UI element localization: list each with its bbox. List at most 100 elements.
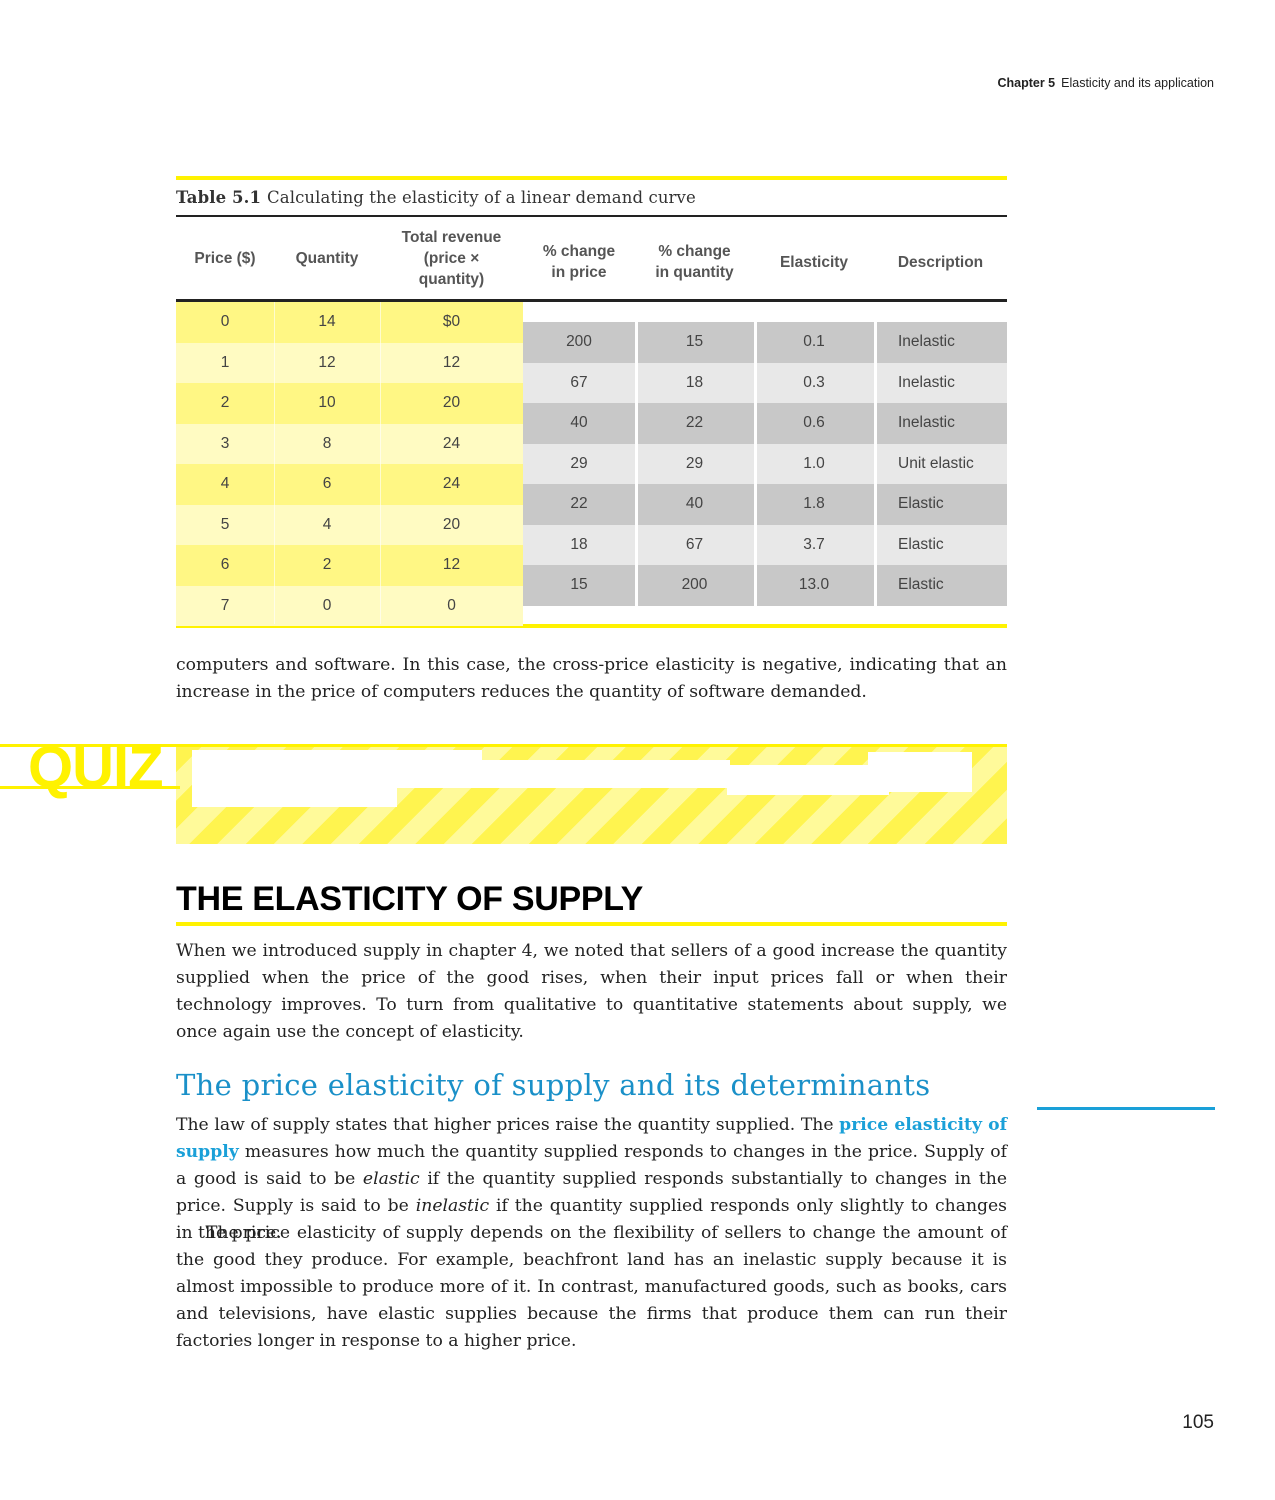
- cell-quantity: 14: [318, 313, 336, 331]
- cell-pct-price: 29: [570, 454, 588, 472]
- quiz-top-rule: [0, 744, 1007, 747]
- running-head: Chapter 5 Elasticity and its application: [997, 76, 1214, 90]
- cell-price: 7: [220, 596, 230, 614]
- cell-description: Inelastic: [898, 373, 955, 391]
- cell-revenue: 0: [447, 596, 456, 614]
- cell-pct-qty: 200: [681, 576, 708, 594]
- cell-pct-price: 67: [570, 373, 588, 391]
- table-body: 0 14 $0 1 12 12 2 10 20 3 8 24 4 6 24 5 …: [176, 302, 1007, 626]
- header-pct-change-price: % change in price: [542, 243, 616, 281]
- cell-quantity: 0: [322, 596, 332, 614]
- quiz-redaction: [192, 750, 482, 788]
- cell-revenue: 12: [442, 556, 461, 574]
- left-row: 5 4 20: [176, 504, 523, 545]
- cell-price: 3: [220, 434, 230, 452]
- header-total-revenue: Total revenue (price × quantity): [401, 228, 502, 288]
- cell-quantity: 6: [322, 475, 332, 493]
- cell-revenue: 12: [442, 353, 461, 371]
- column-divider: [874, 322, 877, 606]
- column-divider: [754, 322, 757, 606]
- cell-description: Inelastic: [898, 414, 955, 432]
- paragraph-flexibility: The price elasticity of supply depends o…: [176, 1223, 1007, 1351]
- cell-pct-price: 18: [570, 535, 588, 553]
- table-caption: Table 5.1 Calculating the elasticity of a…: [176, 180, 1007, 215]
- subheading: The price elasticity of supply and its d…: [176, 1068, 931, 1102]
- header-elasticity: Elasticity: [779, 253, 849, 271]
- quiz-redaction: [727, 765, 889, 795]
- cell-quantity: 10: [318, 394, 336, 412]
- cell-price: 6: [220, 556, 230, 574]
- left-row: 0 14 $0: [176, 302, 523, 343]
- quiz-left-rule: [0, 786, 180, 789]
- paragraph-continued: computers and software. In this case, th…: [176, 655, 1007, 702]
- section-heading-rule: [176, 922, 1007, 926]
- cell-pct-price: 15: [570, 576, 588, 594]
- table-top-rule: [176, 176, 1007, 180]
- cell-revenue: 20: [442, 394, 461, 412]
- right-row: 40 22 0.6 Inelastic: [523, 403, 1007, 444]
- left-row: 3 8 24: [176, 423, 523, 464]
- cell-elasticity: 0.1: [803, 333, 825, 351]
- running-head-chapter: Chapter 5: [997, 76, 1056, 90]
- cell-elasticity: 0.6: [803, 414, 825, 432]
- right-row: 67 18 0.3 Inelastic: [523, 362, 1007, 403]
- cell-quantity: 12: [318, 353, 336, 371]
- table-header: Price ($) Quantity Total revenue (price ×…: [176, 217, 1007, 299]
- cell-pct-price: 200: [566, 333, 592, 351]
- cell-description: Inelastic: [898, 333, 955, 351]
- column-divider: [274, 302, 275, 624]
- page-number: 105: [1182, 1412, 1214, 1433]
- cell-description: Elastic: [898, 576, 944, 594]
- right-row: 200 15 0.1 Inelastic: [523, 322, 1007, 363]
- section-heading: THE ELASTICITY OF SUPPLY: [176, 880, 643, 918]
- cell-elasticity: 3.7: [803, 535, 825, 553]
- left-row: 6 2 12: [176, 545, 523, 586]
- table-title: Calculating the elasticity of a linear d…: [267, 188, 696, 207]
- cell-quantity: 4: [322, 515, 332, 533]
- quiz-redaction: [470, 760, 730, 788]
- cell-quantity: 8: [322, 434, 332, 452]
- left-row: 4 6 24: [176, 464, 523, 505]
- cell-revenue: 24: [442, 434, 461, 452]
- cell-revenue: 24: [442, 475, 461, 493]
- table-5-1: Table 5.1 Calculating the elasticity of a…: [176, 176, 1007, 628]
- cell-description: Elastic: [898, 535, 944, 553]
- right-row: 15 200 13.0 Elastic: [523, 565, 1007, 606]
- right-row: 29 29 1.0 Unit elastic: [523, 443, 1007, 484]
- cell-pct-price: 22: [570, 495, 588, 513]
- right-row: 22 40 1.8 Elastic: [523, 484, 1007, 525]
- header-description: Description: [897, 253, 984, 271]
- column-divider: [635, 322, 638, 606]
- cell-pct-qty: 22: [685, 414, 704, 432]
- left-row: 7 0 0: [176, 585, 523, 626]
- cell-revenue: $0: [442, 313, 461, 331]
- cell-pct-qty: 29: [685, 454, 704, 472]
- cell-elasticity: 1.8: [803, 495, 825, 513]
- cell-revenue: 20: [442, 515, 461, 533]
- quiz-label: QUIZ: [28, 735, 164, 800]
- table-header-bottom-rule: [176, 299, 1007, 302]
- cell-price: 4: [220, 475, 230, 493]
- margin-definition-rule: [1037, 1107, 1215, 1110]
- cell-elasticity: 0.3: [803, 373, 825, 391]
- cell-price: 5: [220, 515, 230, 533]
- keyterm-price-elasticity-of-supply[interactable]: price elasticity of supply: [176, 1115, 1007, 1162]
- paragraph-intro: When we introduced supply in chapter 4, …: [176, 941, 1007, 1042]
- header-price: Price ($): [194, 249, 256, 267]
- table-number: Table 5.1: [176, 188, 262, 207]
- table-header-top-rule: [176, 215, 1007, 217]
- header-pct-change-quantity: % change in quantity: [655, 243, 734, 281]
- quiz-redaction: [192, 785, 397, 807]
- header-quantity: Quantity: [295, 249, 359, 267]
- paragraph-law-of-supply: The law of supply states that higher pri…: [176, 1115, 1008, 1243]
- cell-pct-qty: 18: [685, 373, 704, 391]
- quiz-redaction: [868, 752, 972, 792]
- cell-quantity: 2: [322, 556, 332, 574]
- table-bottom-rule: [176, 624, 1007, 628]
- left-row: 1 12 12: [176, 342, 523, 383]
- cell-description: Unit elastic: [898, 454, 974, 472]
- running-head-title: Elasticity and its application: [1061, 76, 1214, 90]
- cell-elasticity: 13.0: [798, 576, 830, 594]
- column-divider: [380, 302, 381, 624]
- cell-price: 2: [220, 394, 230, 412]
